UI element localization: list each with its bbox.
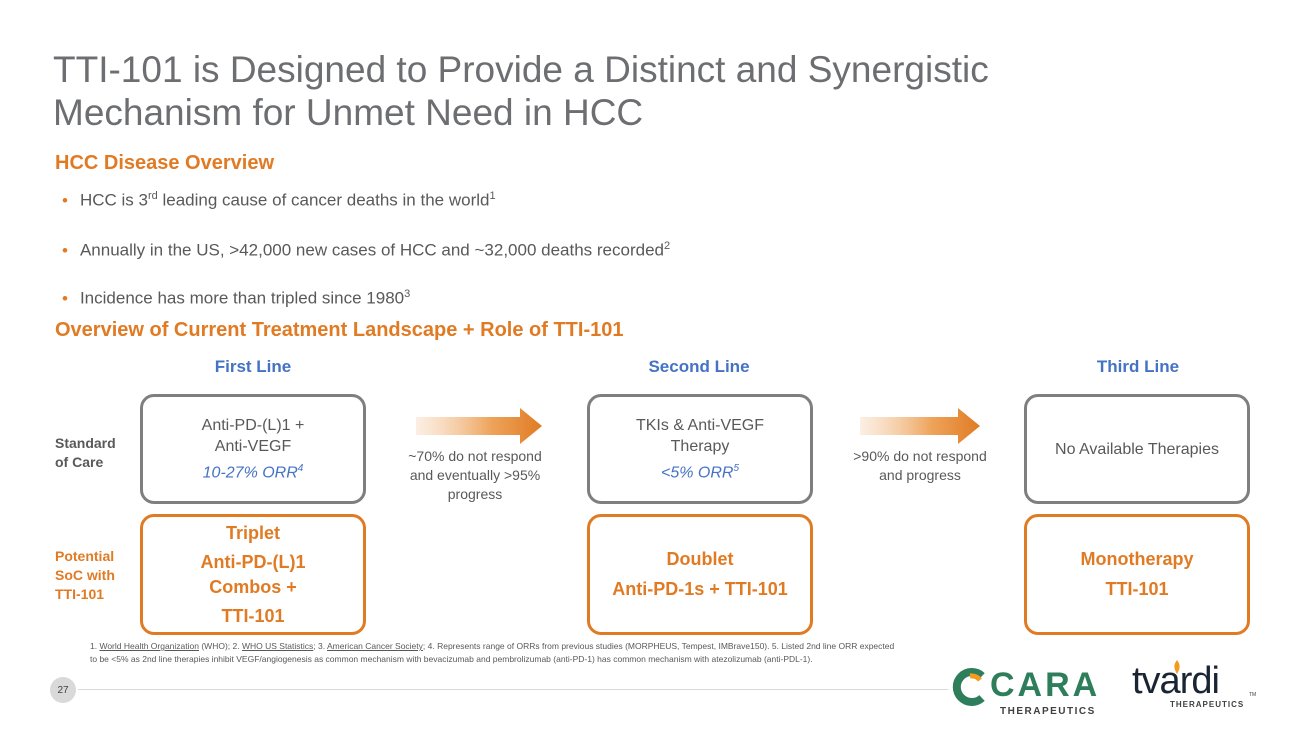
cara-c-mark-icon [952,668,985,706]
bullet-item: • Annually in the US, >42,000 new cases o… [62,240,671,260]
orr-value: 10-27% ORR4 [202,463,304,482]
tvardi-flame-icon [1174,660,1180,674]
tvardi-trademark: TM [1249,692,1257,698]
bullet-dot: • [62,240,68,260]
bullet-item: • HCC is 3rd leading cause of cancer deat… [62,190,496,210]
first-arrow-note: ~70% do not respond and eventually >95% … [408,448,542,502]
column-head-second-line: Second Line [648,357,750,376]
column-head-first-line: First Line [214,357,292,376]
slide-title: TTI-101 is Designed to Provide a Distinc… [53,48,1203,134]
third-line-potential-box: Monotherapy TTI-101 [1024,514,1250,635]
footnote-link-acs[interactable]: American Cancer Society [327,641,423,651]
title-line-2: Mechanism for Unmet Need in HCC [53,92,644,133]
cara-wordmark: CARA [990,666,1101,704]
footnote-link-who-us-stats[interactable]: WHO US Statistics [241,641,314,651]
landscape-heading: Overview of Current Treatment Landscape … [55,319,624,341]
page-number: 27 [50,677,76,703]
second-arrow-note: >90% do not respond and progress [853,448,987,483]
row-label-potential-soc: Potential SoC with TTI-101 [55,548,115,602]
second-line-potential-box: Doublet Anti-PD-1s + TTI-101 [587,514,813,635]
first-line-standard-box: Anti-PD-(L)1 + Anti-VEGF 10-27% ORR4 [140,394,366,504]
second-line-standard-box: TKIs & Anti-VEGF Therapy <5% ORR5 [587,394,813,504]
tvardi-logo: tvardi TM THERAPEUTICS [1132,660,1262,714]
tvardi-subtitle: THERAPEUTICS [1170,700,1245,709]
bullet-item: • Incidence has more than tripled since 1… [62,288,411,308]
bullet-dot: • [62,190,68,210]
row-label-standard-of-care: Standard of Care [55,435,116,470]
third-line-standard-box: No Available Therapies [1024,394,1250,504]
progression-arrow-icon [416,408,542,444]
footer-divider [78,689,948,690]
first-line-potential-box: Triplet Anti-PD-(L)1 Combos + TTI-101 [140,514,366,635]
column-head-third-line: Third Line [1096,357,1180,376]
cara-subtitle: THERAPEUTICS [1000,706,1096,717]
progression-arrow-icon [860,408,980,444]
cara-logo: CARA THERAPEUTICS [950,664,1100,718]
footnote: 1. World Health Organization (WHO); 2. W… [90,641,895,664]
title-line-1: TTI-101 is Designed to Provide a Distinc… [53,49,989,90]
footnote-link-who[interactable]: World Health Organization [99,641,199,651]
bullet-dot: • [62,288,68,308]
orr-value: <5% ORR5 [660,463,740,482]
disease-overview-heading: HCC Disease Overview [55,152,275,174]
